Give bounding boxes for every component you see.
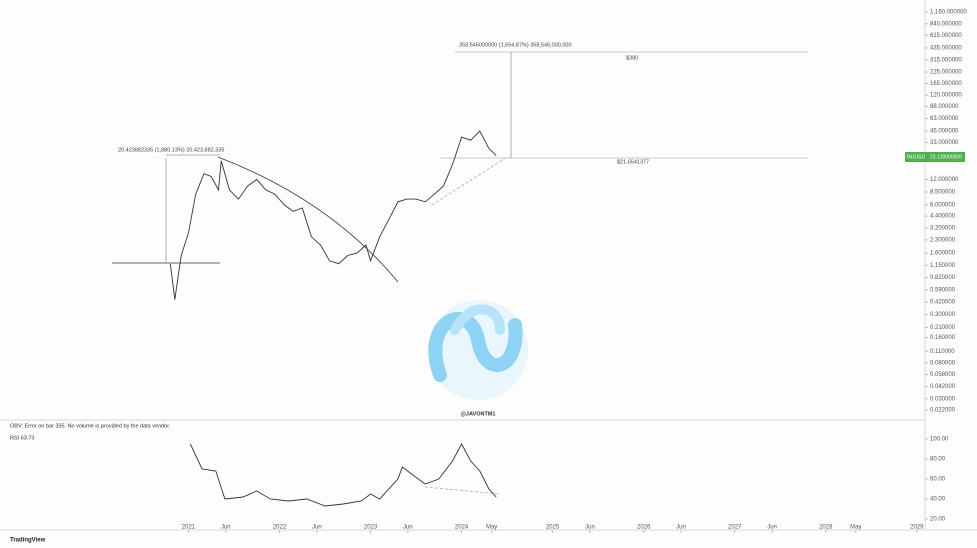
y-tick-label: 60.00 (930, 477, 946, 483)
x-tick-label: Jun (767, 525, 777, 531)
y-tick-label: 0.210000 (930, 325, 956, 331)
x-tick-label: 2022 (273, 525, 287, 531)
y-tick-label: 0.820000 (930, 275, 956, 281)
annotation: $380 (626, 55, 638, 61)
annotation: 20.423882335 (1,880.13%) 20,423,882,335 (118, 147, 224, 153)
x-tick-label: May (486, 525, 497, 531)
price-line (189, 443, 497, 507)
last-price: 23.130000000 (930, 154, 962, 160)
drawings (112, 51, 808, 495)
y-tick-label: 435.000000 (930, 45, 962, 51)
y-tick-label: 225.000000 (930, 70, 962, 76)
y-tick-label: 88.000000 (930, 104, 959, 110)
x-tick-label: 2021 (182, 525, 196, 531)
y-tick-label: 1,160.000000 (930, 10, 967, 16)
y-tick-label: 0.042000 (930, 384, 956, 390)
x-tick-label: 2023 (364, 525, 378, 531)
y-tick-label: 12.000000 (930, 177, 959, 183)
annotation: $21.6541377 (617, 159, 649, 165)
annotation: 358.546000000 (1,654.87%) 358,546,000,00… (459, 42, 572, 48)
y-tick-label: 0.420000 (930, 300, 956, 306)
watermark: @JAVONTM1 (461, 411, 496, 417)
y-tick-label: 0.590000 (930, 287, 956, 293)
x-tick-label: 2029 (910, 525, 924, 531)
trend-dashed (431, 156, 508, 206)
y-tick-label: 100.00 (930, 437, 949, 443)
y-tick-label: 6.000000 (930, 202, 956, 208)
footer: TradingView (10, 538, 46, 544)
logo (428, 300, 528, 400)
y-tick-label: 1.600000 (930, 251, 956, 257)
x-tick-label: May (850, 525, 861, 531)
y-tick-label: 315.000000 (930, 57, 962, 63)
y-tick-label: 120.000000 (930, 93, 962, 99)
x-tick-label: Jun (403, 525, 413, 531)
y-tick-label: 0.300000 (930, 312, 956, 318)
y-tick-label: 2.300000 (930, 237, 956, 243)
symbol-label: INJUSD (907, 154, 925, 160)
rsi-note: RSI 63.73 (10, 435, 34, 441)
y-tick-label: 40.00 (930, 497, 946, 503)
price-label-bg (905, 152, 965, 162)
rsi-trend-dashed (424, 486, 501, 495)
y-tick-label: 0.030000 (930, 396, 956, 402)
x-tick-label: 2028 (819, 525, 833, 531)
y-tick-label: 63.000000 (930, 116, 959, 122)
y-tick-label: 80.00 (930, 457, 946, 463)
x-tick-label: Jun (221, 525, 231, 531)
y-tick-label: 4.400000 (930, 214, 956, 220)
x-tick-label: 2025 (546, 525, 560, 531)
y-tick-label: 0.160000 (930, 335, 956, 341)
y-tick-label: 1.150000 (930, 263, 956, 269)
x-tick-label: Jun (676, 525, 686, 531)
y-tick-label: 0.058000 (930, 372, 956, 378)
x-tick-label: Jun (312, 525, 322, 531)
x-tick-label: 2024 (455, 525, 469, 531)
x-tick-label: 2026 (637, 525, 651, 531)
trend-curve (217, 156, 399, 283)
y-tick-label: 33.000000 (930, 140, 959, 146)
y-tick-label: 165.000000 (930, 81, 962, 87)
y-tick-label: 8.500000 (930, 190, 956, 196)
y-tick-label: 0.110000 (930, 349, 955, 355)
y-tick-label: 20.00 (930, 517, 946, 523)
y-tick-label: 615.000000 (930, 33, 962, 39)
y-tick-label: 0.022000 (930, 408, 956, 414)
obv-note: OBV: Error on bar 335. No volume is prov… (10, 423, 171, 429)
y-tick-label: 45.000000 (930, 129, 959, 135)
y-tick-label: 3.200000 (930, 225, 956, 231)
price-line (169, 130, 497, 300)
x-tick-label: Jun (585, 525, 595, 531)
y-tick-label: 0.080000 (930, 360, 956, 366)
y-tick-label: 840.000000 (930, 21, 962, 27)
x-tick-label: 2027 (728, 525, 742, 531)
